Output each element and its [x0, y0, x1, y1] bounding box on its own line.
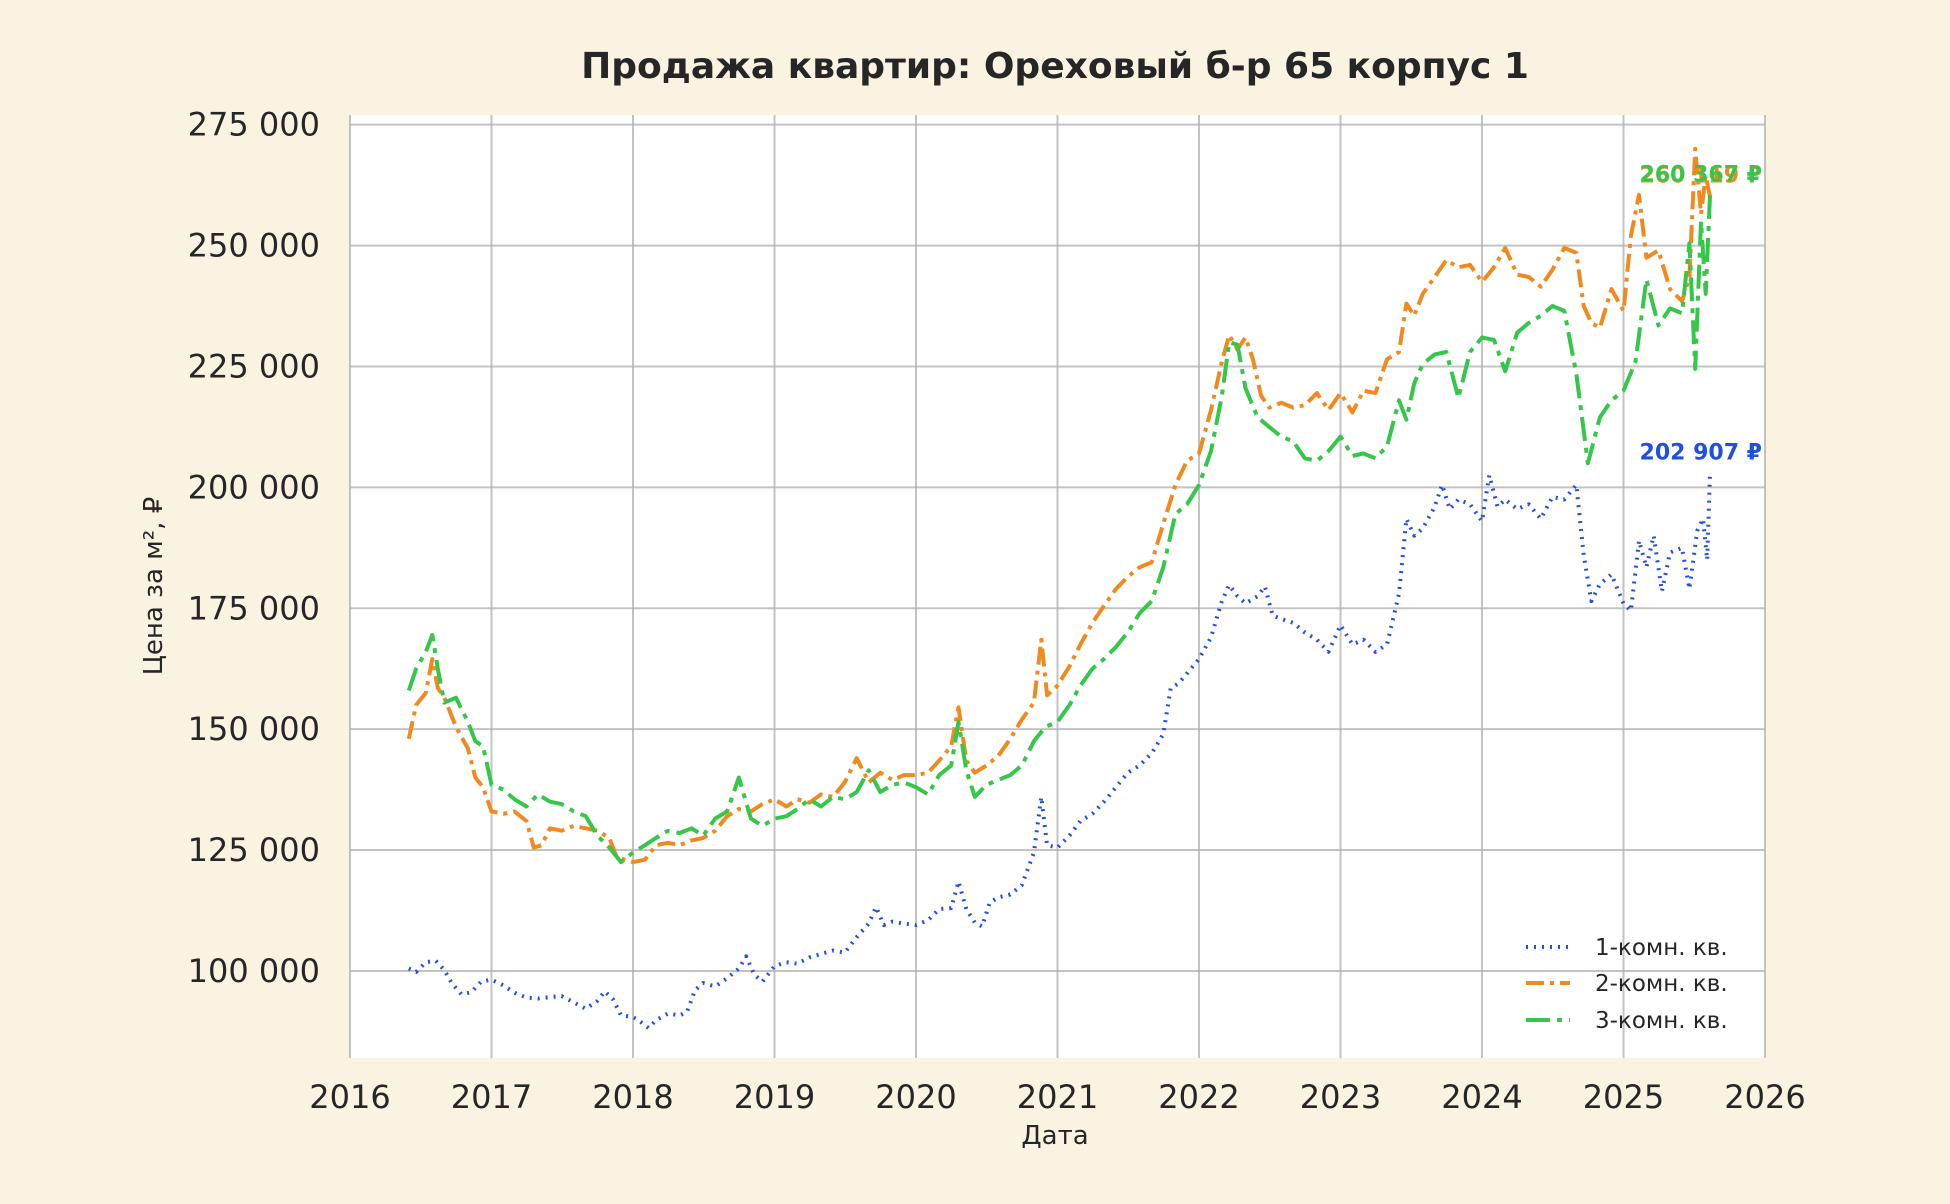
y-tick-label: 225 000 [188, 347, 320, 385]
chart-title: Продажа квартир: Ореховый б-р 65 корпус … [581, 46, 1529, 87]
end-value-label-1: 202 907 ₽ [1640, 440, 1762, 465]
legend: 1-комн. кв. 2-комн. кв. 3-комн. кв. [1526, 935, 1728, 1034]
x-axis-label: Дата [1021, 1121, 1088, 1151]
x-tick-label: 2017 [451, 1078, 532, 1116]
x-tick-label: 2021 [1017, 1078, 1098, 1116]
y-axis-ticks: 100 000 125 000 150 000 175 000 200 000 225 0… [188, 106, 320, 990]
end-value-label-2: 260 119 ₽ [1640, 164, 1762, 189]
series-lines [406, 146, 1712, 1030]
x-tick-label: 2019 [734, 1078, 815, 1116]
end-value-label-3: 260 367 ₽ [1640, 162, 1762, 187]
x-tick-label: 2022 [1158, 1078, 1239, 1116]
end-labels: 202 907 ₽ 260 119 ₽260 367 ₽ [1640, 162, 1762, 465]
y-tick-label: 125 000 [188, 831, 320, 869]
y-tick-label: 250 000 [188, 227, 320, 265]
legend-label-3: 3-комн. кв. [1595, 1008, 1728, 1034]
y-tick-label: 175 000 [188, 589, 320, 627]
y-tick-label: 150 000 [188, 710, 320, 748]
x-axis-ticks: 2016 2017 2018 2019 2020 2021 2022 2023 2024 2025… [309, 1078, 1805, 1116]
x-tick-label: 2023 [1300, 1078, 1381, 1116]
legend-label-1: 1-комн. кв. [1595, 935, 1728, 961]
series-line-1 [407, 473, 1712, 1030]
x-tick-label: 2018 [592, 1078, 673, 1116]
grid [349, 115, 1766, 1058]
y-tick-label: 100 000 [188, 952, 320, 990]
series-line-2 [406, 146, 1712, 865]
series-line-3 [406, 195, 1712, 865]
legend-label-2: 2-комн. кв. [1595, 971, 1728, 997]
y-tick-label: 200 000 [188, 468, 320, 506]
y-tick-label: 275 000 [188, 106, 320, 144]
x-tick-label: 2026 [1724, 1078, 1805, 1116]
x-tick-label: 2016 [309, 1078, 390, 1116]
x-tick-label: 2025 [1583, 1078, 1664, 1116]
y-axis-label: Цена за м², ₽ [139, 497, 169, 676]
x-tick-label: 2020 [875, 1078, 956, 1116]
x-tick-label: 2024 [1441, 1078, 1522, 1116]
